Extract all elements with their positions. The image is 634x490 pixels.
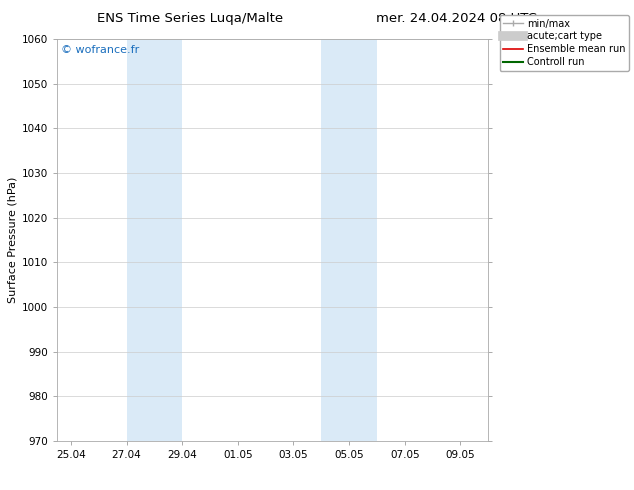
Bar <box>127 39 182 441</box>
Legend: min/max, acute;cart type, Ensemble mean run, Controll run: min/max, acute;cart type, Ensemble mean … <box>500 15 629 71</box>
Bar <box>321 39 377 441</box>
Text: mer. 24.04.2024 08 UTC: mer. 24.04.2024 08 UTC <box>376 12 537 25</box>
Y-axis label: Surface Pressure (hPa): Surface Pressure (hPa) <box>8 177 18 303</box>
Text: © wofrance.fr: © wofrance.fr <box>61 45 139 55</box>
Text: ENS Time Series Luqa/Malte: ENS Time Series Luqa/Malte <box>97 12 283 25</box>
